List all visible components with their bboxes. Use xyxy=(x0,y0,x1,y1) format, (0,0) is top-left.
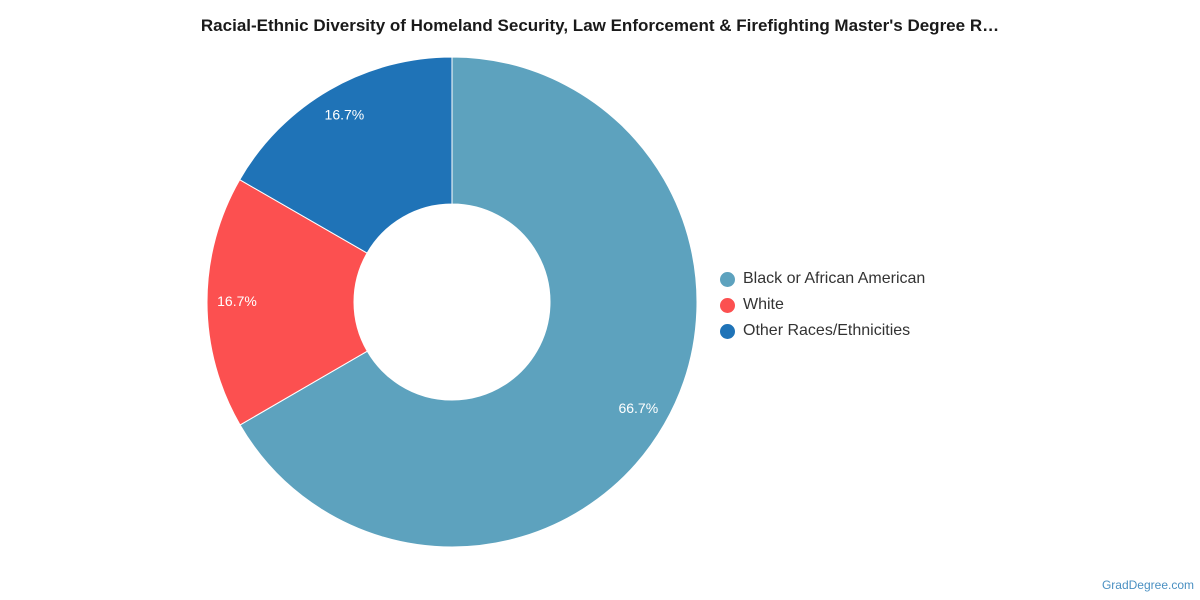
legend-item-other-races-ethnicities[interactable]: Other Races/Ethnicities xyxy=(720,318,925,344)
slice-white[interactable] xyxy=(206,179,368,426)
legend-item-black-or-african-american[interactable]: Black or African American xyxy=(720,266,925,292)
legend-swatch-black-or-african-american xyxy=(720,271,735,287)
legend-item-white[interactable]: White xyxy=(720,292,925,318)
chart-title: Racial-Ethnic Diversity of Homeland Secu… xyxy=(200,16,1000,35)
slice-label-black-or-african-american: 66.7% xyxy=(618,400,658,416)
slice-label-other-races-ethnicities: 16.7% xyxy=(325,107,365,123)
legend-label-black-or-african-american: Black or African American xyxy=(743,270,926,287)
slice-other-races-ethnicities[interactable] xyxy=(239,56,453,254)
legend-label-white: White xyxy=(743,296,784,313)
slice-black-or-african-american[interactable] xyxy=(239,56,698,548)
slice-label-white: 16.7% xyxy=(217,293,257,309)
legend-swatch-other-races-ethnicities xyxy=(720,323,735,339)
watermark-text: GradDegree.com xyxy=(1101,578,1194,592)
legend-swatch-white xyxy=(720,297,735,313)
legend: Black or African American White Other Ra… xyxy=(720,266,925,344)
legend-label-other-races-ethnicities: Other Races/Ethnicities xyxy=(743,322,911,339)
